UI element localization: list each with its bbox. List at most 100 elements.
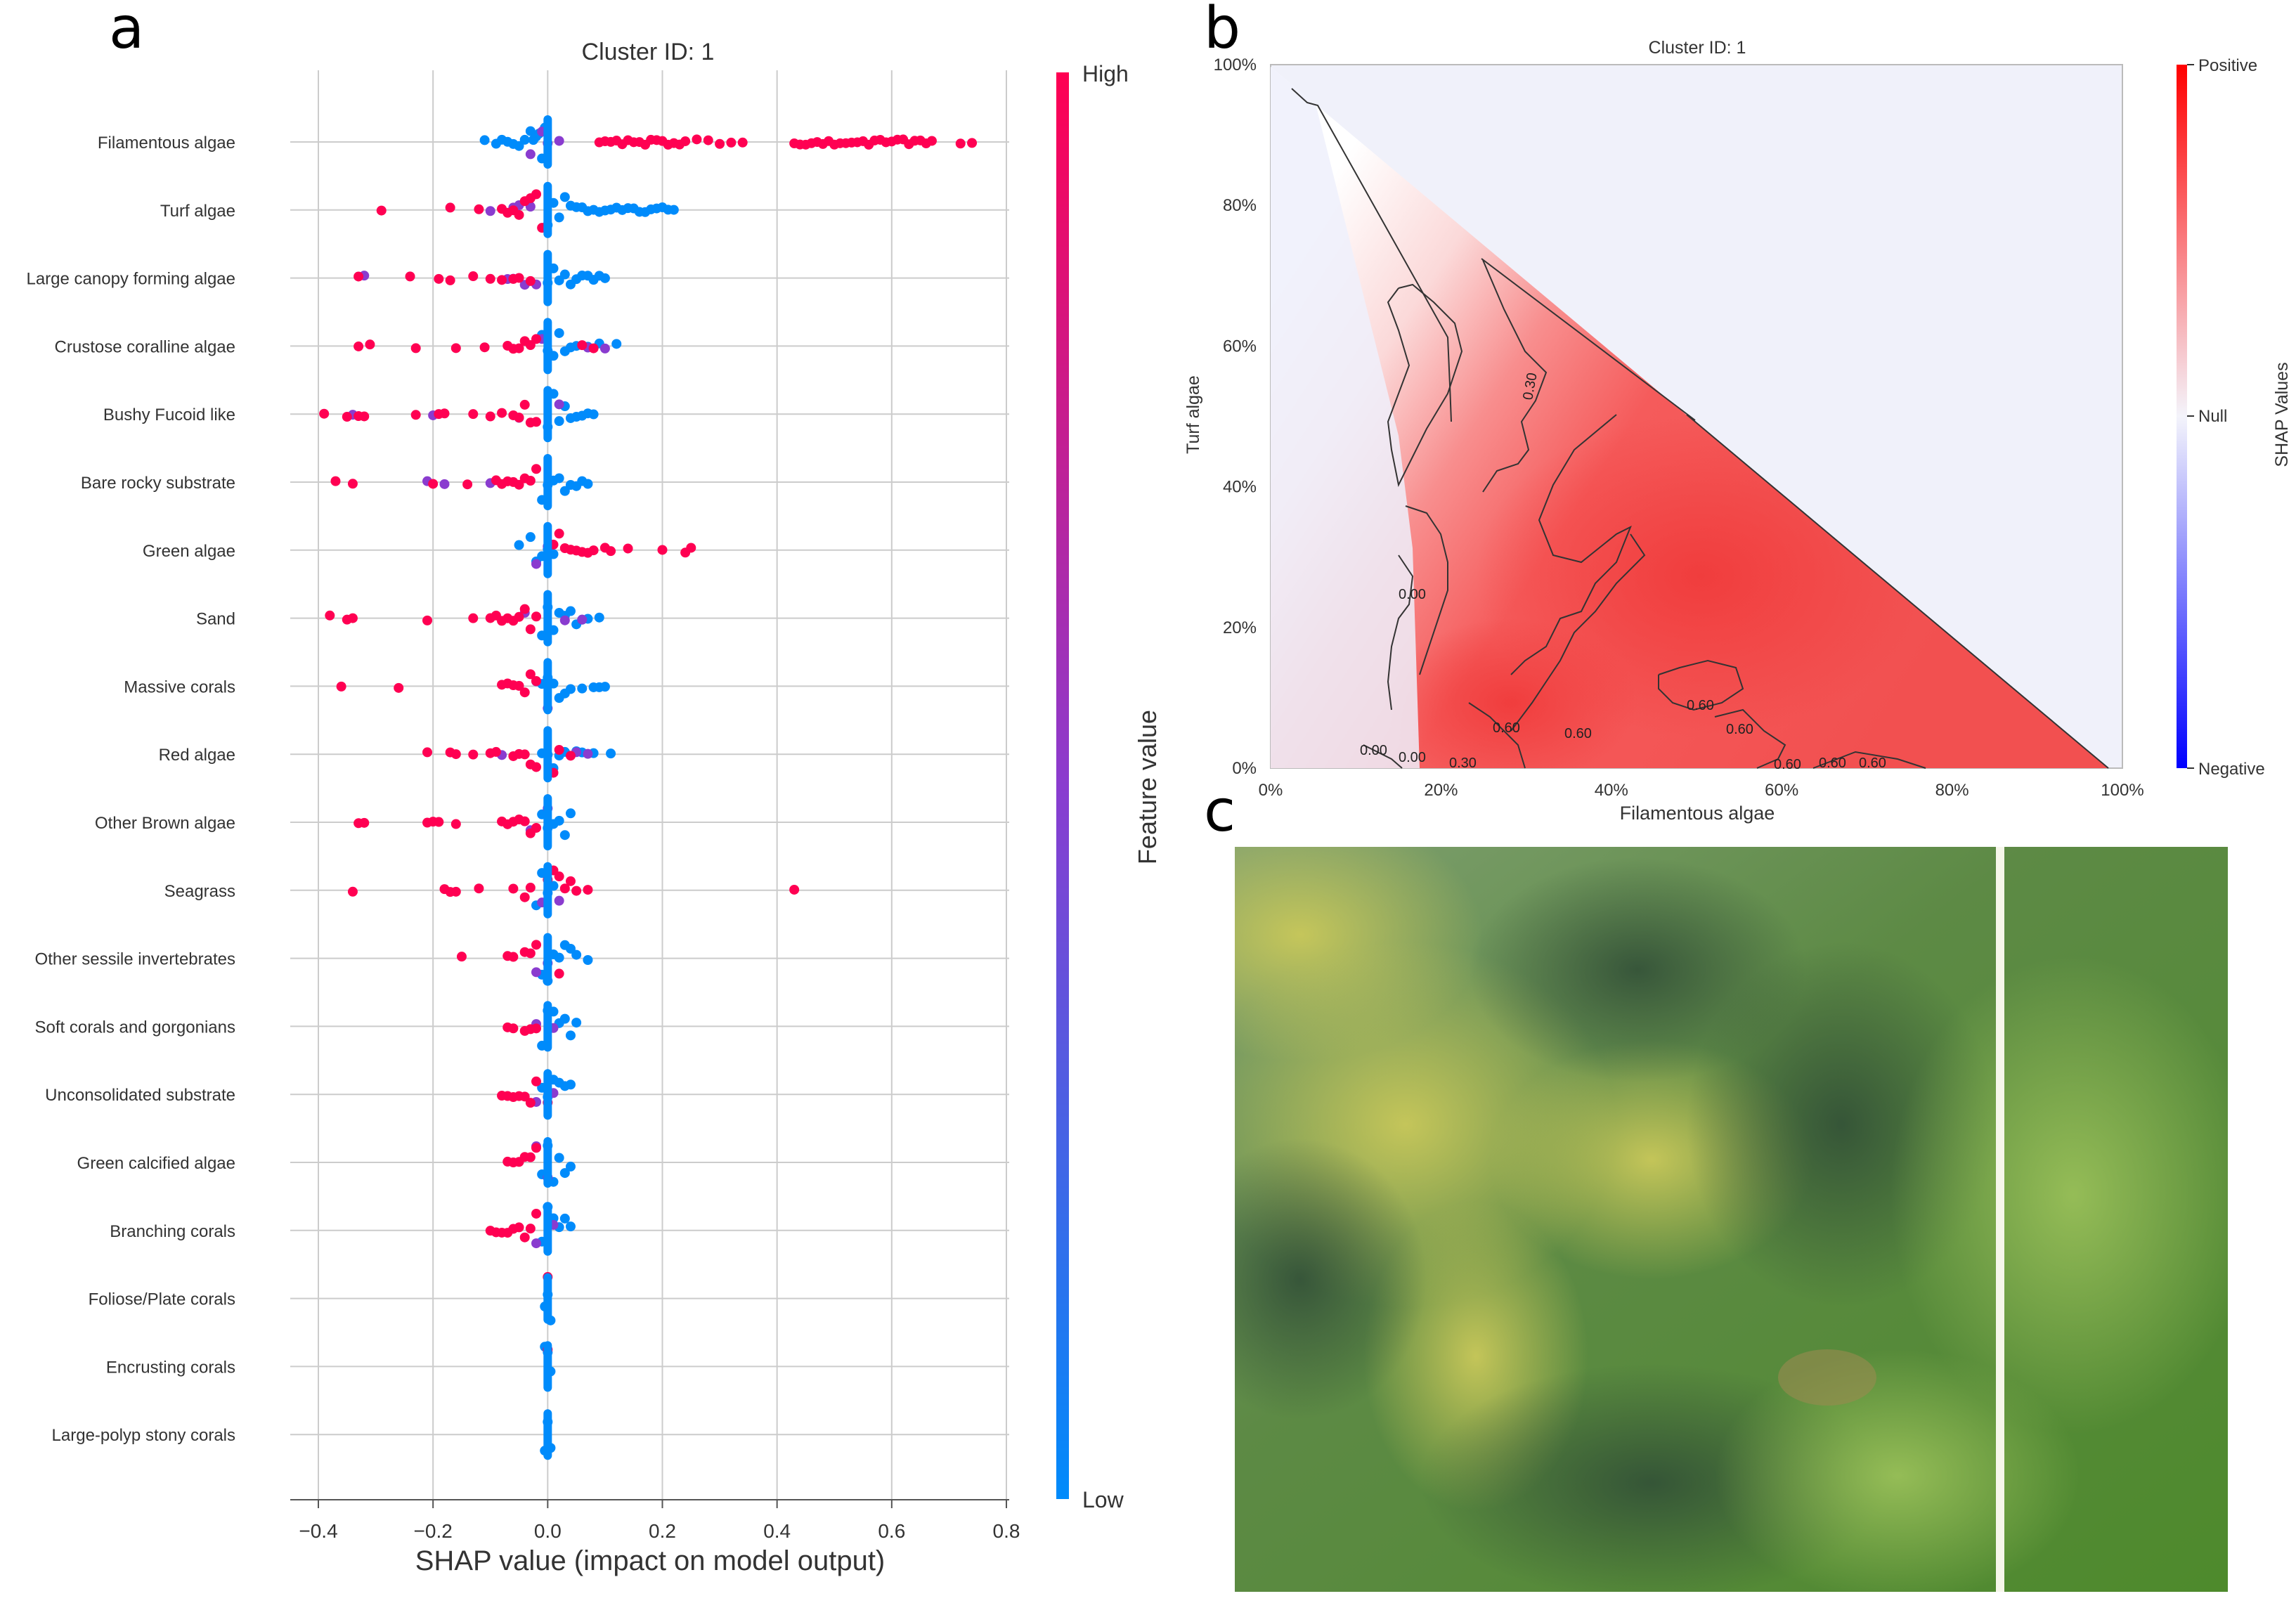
shap-point bbox=[519, 687, 530, 698]
feature-label: Unconsolidated substrate bbox=[45, 1086, 235, 1105]
shap-point bbox=[737, 137, 748, 148]
shap-point bbox=[599, 682, 610, 692]
shap-point bbox=[789, 884, 800, 895]
x-axis-label: SHAP value (impact on model output) bbox=[415, 1545, 886, 1576]
shap-point bbox=[508, 952, 519, 962]
shap-point bbox=[531, 189, 542, 200]
shap-point bbox=[485, 206, 495, 216]
shap-point bbox=[531, 1238, 542, 1249]
shap-point bbox=[428, 479, 439, 489]
shap-point bbox=[468, 613, 479, 623]
shap-point bbox=[554, 528, 564, 539]
shap-point bbox=[554, 416, 564, 427]
shap-point-cluster bbox=[543, 1137, 552, 1188]
shap-point bbox=[519, 399, 530, 410]
feature-label: Seagrass bbox=[164, 882, 235, 901]
shap-point bbox=[525, 883, 536, 893]
shap-point bbox=[531, 1023, 542, 1034]
contour-label: 0.60 bbox=[1687, 698, 1714, 713]
shap-point bbox=[559, 883, 570, 894]
shap-point bbox=[347, 479, 358, 489]
shap-point bbox=[571, 886, 582, 896]
shap-point bbox=[514, 273, 524, 283]
panel-b: b Cluster ID: 1 0.30 bbox=[1183, 0, 2292, 824]
x-tick-label: 80% bbox=[1935, 781, 1969, 800]
shap-point bbox=[514, 343, 524, 354]
shap-point bbox=[514, 141, 524, 151]
contour-label: 0.00 bbox=[1399, 750, 1426, 765]
shap-point bbox=[514, 209, 524, 220]
feature-label: Sand bbox=[196, 610, 235, 629]
contour-label: 0.60 bbox=[1493, 720, 1520, 736]
shap-point bbox=[599, 343, 610, 354]
shap-point bbox=[468, 409, 479, 420]
shap-point bbox=[410, 410, 421, 420]
shap-point-cluster bbox=[543, 1341, 552, 1392]
contour-lines bbox=[1291, 88, 2109, 769]
shap-point bbox=[514, 680, 524, 691]
shap-point bbox=[514, 1222, 524, 1233]
shap-point bbox=[514, 413, 524, 423]
x-tick-label: 100% bbox=[2101, 781, 2143, 800]
shap-point-cluster bbox=[543, 590, 552, 647]
y-tick-label: 0% bbox=[1232, 759, 1257, 778]
y-tick-label: 60% bbox=[1223, 337, 1257, 356]
colorbar-null-label: Null bbox=[2198, 407, 2227, 426]
shap-point bbox=[359, 817, 370, 828]
feature-labels: Filamentous algae Turf algae Large canopy … bbox=[26, 134, 235, 1445]
feature-label: Large canopy forming algae bbox=[26, 270, 235, 289]
shap-point bbox=[559, 830, 570, 841]
contour-label: 0.60 bbox=[1564, 726, 1592, 741]
shap-point bbox=[955, 138, 966, 149]
feature-label: Soft corals and gorgonians bbox=[34, 1018, 235, 1037]
shap-point-cluster bbox=[543, 726, 552, 783]
shap-point bbox=[514, 611, 524, 622]
shap-point bbox=[583, 479, 593, 489]
shap-point bbox=[479, 342, 490, 353]
shap-point-cluster bbox=[543, 318, 552, 375]
shap-point bbox=[445, 202, 455, 213]
shap-point bbox=[531, 559, 542, 569]
shap-point bbox=[599, 273, 610, 283]
shap-point bbox=[565, 751, 576, 761]
shap-point bbox=[525, 624, 536, 635]
shap-point bbox=[450, 749, 461, 760]
null-region-left bbox=[1271, 67, 1420, 768]
feature-label: Branching corals bbox=[110, 1222, 235, 1241]
shap-point bbox=[588, 343, 599, 354]
shap-point bbox=[531, 676, 542, 687]
contour-label: 0.60 bbox=[1774, 757, 1801, 772]
shap-point bbox=[508, 883, 519, 894]
shap-point bbox=[410, 343, 421, 354]
shap-point bbox=[365, 339, 375, 350]
shap-point bbox=[726, 137, 737, 148]
x-tick-label: −0.4 bbox=[299, 1520, 337, 1542]
shap-point bbox=[565, 1161, 576, 1172]
shap-point bbox=[531, 1208, 542, 1219]
shap-point-cluster bbox=[543, 933, 552, 984]
shap-point bbox=[468, 271, 479, 282]
shap-point-cluster bbox=[543, 1273, 552, 1324]
shap-point bbox=[583, 954, 593, 965]
contour-label: 0.00 bbox=[1360, 743, 1387, 758]
shap-point bbox=[514, 479, 524, 490]
shap-point bbox=[554, 871, 564, 882]
shap-point bbox=[554, 1153, 564, 1163]
x-tick-label: 40% bbox=[1595, 781, 1628, 800]
shap-point bbox=[565, 684, 576, 694]
shap-point bbox=[479, 135, 490, 145]
shap-point bbox=[583, 748, 593, 759]
contour-label: 0.60 bbox=[1859, 755, 1886, 771]
feature-label: Green algae bbox=[143, 542, 235, 561]
x-tick-label: 20% bbox=[1424, 781, 1458, 800]
shap-point bbox=[531, 762, 542, 772]
feature-label: Bushy Fucoid like bbox=[103, 406, 235, 424]
panel-c: c bbox=[1204, 778, 2228, 1592]
shap-point bbox=[525, 149, 536, 160]
panel-letter-b: b bbox=[1204, 0, 1240, 62]
shap-point bbox=[531, 940, 542, 950]
shap-point bbox=[554, 968, 564, 979]
shap-point bbox=[525, 1152, 536, 1162]
shap-point bbox=[394, 682, 404, 693]
